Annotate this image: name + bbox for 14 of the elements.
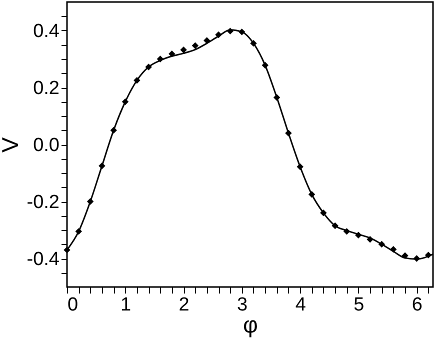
y-tick-label: -0.2 bbox=[26, 192, 60, 213]
x-tick-label: 6 bbox=[412, 294, 422, 316]
x-tick-label: 1 bbox=[120, 294, 132, 316]
y-tick-label: 0.4 bbox=[33, 21, 60, 42]
point bbox=[180, 46, 187, 54]
point bbox=[192, 42, 199, 49]
y-tick-label: 0.0 bbox=[33, 135, 60, 156]
y-tick-label: 0.2 bbox=[33, 78, 60, 99]
x-tick-label: 4 bbox=[295, 294, 306, 316]
x-tick-label: 0 bbox=[68, 294, 78, 316]
y-axis-title: V bbox=[0, 136, 23, 153]
y-tick-label: -0.4 bbox=[26, 249, 60, 270]
x-tick-label: 2 bbox=[178, 294, 190, 316]
x-tick-label: 5 bbox=[354, 294, 364, 316]
